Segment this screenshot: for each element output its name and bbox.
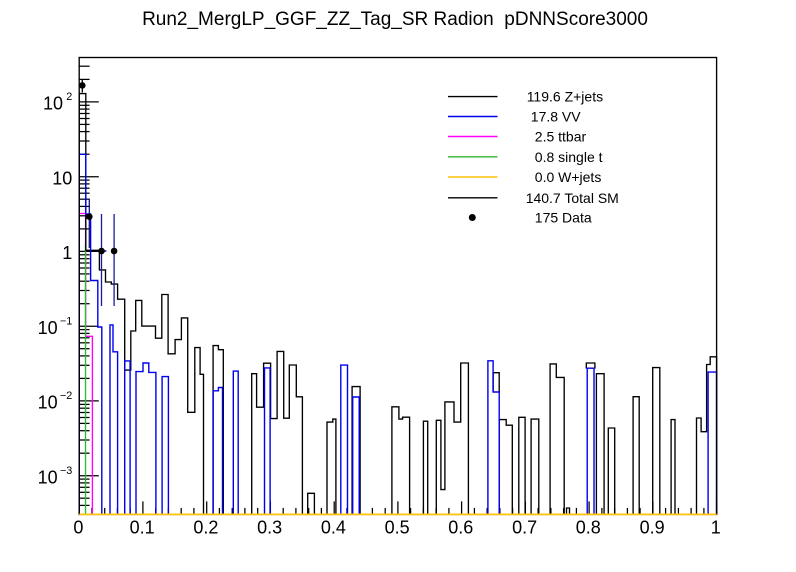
svg-text:0.8: 0.8	[576, 518, 601, 538]
svg-text:2.5 ttbar: 2.5 ttbar	[535, 129, 587, 145]
svg-text:Run2_MergLP_GGF_ZZ_Tag_SR Radi: Run2_MergLP_GGF_ZZ_Tag_SR Radion pDNNSco…	[142, 9, 648, 30]
svg-text:0.5: 0.5	[385, 518, 410, 538]
svg-text:10: 10	[38, 467, 58, 487]
svg-text:1: 1	[711, 518, 721, 538]
svg-text:0: 0	[73, 518, 83, 538]
svg-text:1: 1	[62, 243, 72, 263]
svg-text:0.0 W+jets: 0.0 W+jets	[535, 169, 602, 185]
svg-text:2: 2	[66, 91, 72, 103]
svg-text:0.4: 0.4	[321, 518, 346, 538]
svg-text:0.1: 0.1	[130, 518, 155, 538]
svg-text:0.8 single t: 0.8 single t	[535, 149, 603, 165]
svg-text:10: 10	[38, 318, 58, 338]
svg-text:0.7: 0.7	[512, 518, 537, 538]
svg-text:0.6: 0.6	[448, 518, 473, 538]
svg-text:10: 10	[52, 168, 72, 188]
svg-text:0.3: 0.3	[257, 518, 282, 538]
svg-text:−1: −1	[60, 315, 72, 327]
svg-text:0.2: 0.2	[193, 518, 218, 538]
svg-text:140.7 Total SM: 140.7 Total SM	[526, 190, 619, 206]
svg-text:119.6 Z+jets: 119.6 Z+jets	[527, 89, 603, 105]
svg-text:10: 10	[43, 94, 63, 114]
svg-text:−3: −3	[60, 465, 72, 477]
svg-text:10: 10	[38, 393, 58, 413]
svg-text:−2: −2	[60, 390, 72, 402]
svg-text:175 Data: 175 Data	[535, 210, 592, 226]
svg-text:17.8 VV: 17.8 VV	[531, 109, 581, 125]
svg-text:0.9: 0.9	[640, 518, 665, 538]
